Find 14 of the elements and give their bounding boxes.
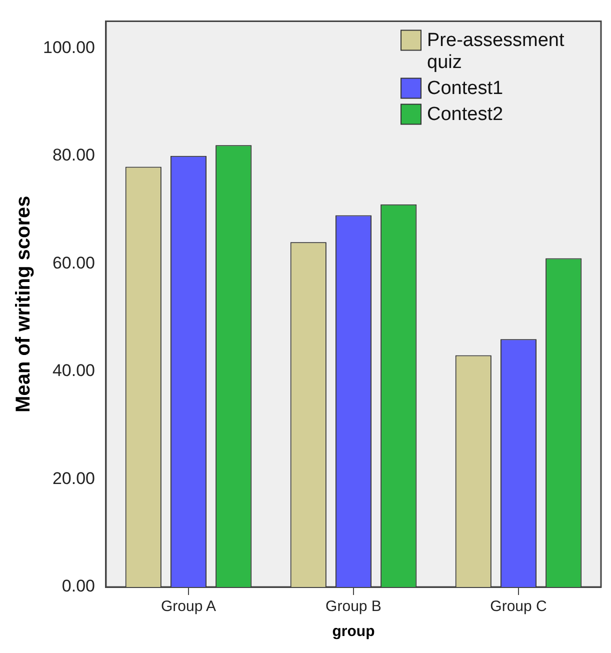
- x-tick-label: Group B: [326, 598, 382, 616]
- x-tick-label: Group C: [490, 598, 548, 616]
- legend-label: Pre-assessment quiz: [427, 30, 565, 73]
- y-tick-label: 40.00: [52, 361, 95, 380]
- y-tick-label: 20.00: [52, 468, 95, 488]
- y-tick-label: 60.00: [52, 253, 95, 272]
- legend-label: Contest1: [427, 78, 504, 99]
- legend-label: Contest2: [427, 104, 504, 125]
- y-tick-label: 100.00: [42, 38, 95, 57]
- x-tick-label: Group A: [160, 598, 216, 616]
- y-tick-label: 0.00: [62, 576, 95, 596]
- x-axis-title: group: [332, 623, 375, 640]
- y-axis-title: Mean of writing scores: [12, 196, 35, 412]
- y-tick-label: 80.00: [52, 146, 95, 165]
